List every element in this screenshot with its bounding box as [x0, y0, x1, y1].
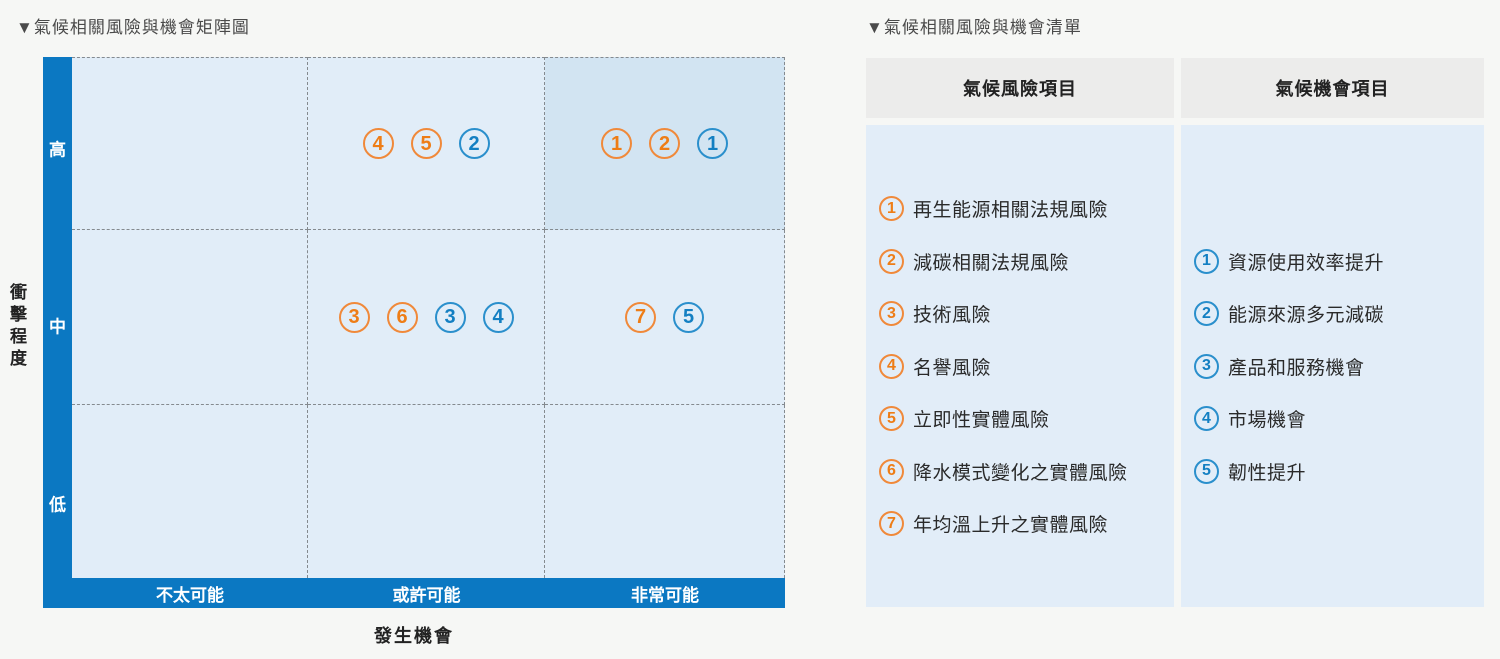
risk-marker: 3: [338, 301, 370, 333]
likelihood-axis-bar: 不太可能 或許可能 非常可能: [43, 578, 785, 608]
opportunity-number-icon: 1: [1194, 248, 1219, 274]
impact-axis-label: 衝擊程度: [7, 283, 26, 371]
opportunity-list-item: 2 能源來源多元減碳: [1194, 287, 1484, 340]
risk-list: 1 再生能源相關法規風險 2 減碳相關法規風險 3 技術風險 4 名譽風險 5 立即性實體風險 6 降…: [866, 125, 1174, 607]
opportunity-marker: 3: [434, 301, 466, 333]
risk-column-header: 氣候風險項目: [866, 58, 1174, 118]
matrix-cell: [308, 405, 545, 578]
opportunity-item-label: 資源使用效率提升: [1228, 252, 1385, 274]
opportunity-list-item: 1 資源使用效率提升: [1194, 235, 1484, 288]
risk-number-icon: 1: [879, 196, 904, 221]
opportunity-list-item: 5 韌性提升: [1194, 445, 1484, 498]
risk-marker: 1: [601, 128, 632, 159]
risk-column: 氣候風險項目 1 再生能源相關法規風險 2 減碳相關法規風險 3 技術風險 4 名譽風險 5 立即…: [866, 58, 1174, 607]
opportunity-list-item: 3 產品和服務機會: [1194, 340, 1484, 393]
risk-list-item: 2 減碳相關法規風險: [879, 235, 1174, 288]
risk-item-label: 立即性實體風險: [913, 410, 1050, 431]
risk-list-item: 4 名譽風險: [879, 340, 1174, 393]
likelihood-axis-title: 發生機會: [374, 626, 454, 646]
opportunity-list-item: 4 市場機會: [1194, 392, 1484, 445]
risk-number-icon: 7: [879, 511, 904, 536]
risk-item-label: 減碳相關法規風險: [913, 252, 1070, 274]
impact-level-label: 高: [49, 140, 66, 160]
risk-list-item: 6 降水模式變化之實體風險: [879, 445, 1174, 498]
risk-item-label: 降水模式變化之實體風險: [913, 462, 1128, 484]
opportunity-marker: 1: [697, 128, 728, 159]
risk-marker: 5: [410, 128, 442, 159]
risk-marker: 6: [386, 301, 418, 333]
risk-number-icon: 2: [879, 248, 904, 274]
risk-list-item: 7 年均溫上升之實體風險: [879, 497, 1174, 550]
opportunity-list: 1 資源使用效率提升 2 能源來源多元減碳 3 產品和服務機會 4 市場機會 5 韌性提升: [1181, 125, 1484, 607]
risk-marker: 4: [362, 128, 394, 159]
opportunity-number-icon: 5: [1194, 458, 1219, 484]
risk-number-icon: 5: [879, 406, 904, 431]
list-title: ▼氣候相關風險與機會清單: [866, 18, 1082, 37]
matrix-cell: [545, 405, 785, 578]
risk-list-item: 1 再生能源相關法規風險: [879, 182, 1174, 235]
opportunity-number-icon: 2: [1194, 301, 1219, 326]
opportunity-item-label: 能源來源多元減碳: [1228, 305, 1385, 326]
opportunity-number-icon: 4: [1194, 406, 1219, 431]
opportunity-item-label: 韌性提升: [1228, 462, 1307, 484]
impact-axis-bar: 高中低: [43, 57, 72, 608]
risk-item-label: 年均溫上升之實體風險: [913, 515, 1109, 536]
risk-number-icon: 4: [879, 353, 904, 379]
risk-item-label: 再生能源相關法規風險: [913, 200, 1109, 221]
opportunity-item-label: 產品和服務機會: [1228, 357, 1365, 379]
risk-list-item: 5 立即性實體風險: [879, 392, 1174, 445]
likelihood-level-label: 非常可能: [631, 585, 699, 605]
likelihood-level-label: 或許可能: [392, 585, 461, 605]
opportunity-marker: 5: [673, 301, 704, 333]
likelihood-level-label: 不太可能: [156, 585, 224, 605]
risk-number-icon: 6: [879, 458, 904, 484]
matrix-cell: [72, 230, 308, 405]
risk-marker: 7: [625, 301, 656, 333]
opportunity-marker: 2: [458, 128, 490, 159]
risk-marker: 2: [649, 128, 680, 159]
risk-item-label: 名譽風險: [913, 357, 992, 379]
opportunity-item-label: 市場機會: [1228, 410, 1307, 431]
impact-level-label: 中: [49, 317, 66, 337]
risk-list-item: 3 技術風險: [879, 287, 1174, 340]
matrix-cell: [72, 57, 308, 230]
opportunity-column: 氣候機會項目 1 資源使用效率提升 2 能源來源多元減碳 3 產品和服務機會 4 市場機會 5 韌…: [1181, 58, 1484, 607]
opportunity-marker: 4: [482, 301, 514, 333]
risk-opportunity-list: 氣候風險項目 1 再生能源相關法規風險 2 減碳相關法規風險 3 技術風險 4 名譽風險 5 立即…: [866, 58, 1484, 607]
opportunity-column-header: 氣候機會項目: [1181, 58, 1484, 118]
opportunity-number-icon: 3: [1194, 353, 1219, 379]
impact-level-label: 低: [49, 495, 66, 515]
matrix-cell: [72, 405, 308, 578]
matrix-title: ▼氣候相關風險與機會矩陣圖: [16, 18, 250, 37]
risk-item-label: 技術風險: [913, 305, 992, 326]
risk-number-icon: 3: [879, 301, 904, 326]
